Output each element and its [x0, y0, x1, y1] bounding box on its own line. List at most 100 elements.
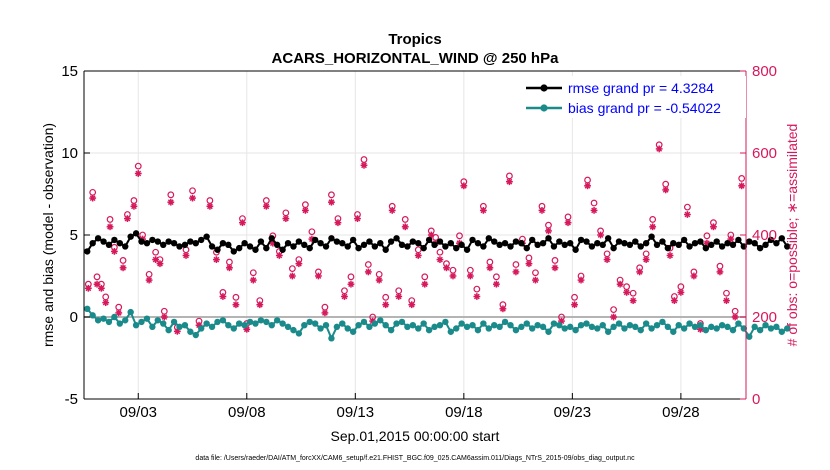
- obs-assimilated-marker: [206, 202, 214, 210]
- obs-assimilated-marker: [124, 215, 131, 222]
- bias-point: [154, 317, 161, 324]
- rmse-point: [122, 243, 129, 250]
- rmse-point: [566, 240, 574, 247]
- rmse-point: [317, 240, 324, 247]
- rmse-point: [344, 243, 351, 250]
- obs-assimilated-stroke: [421, 281, 428, 288]
- rmse-point: [339, 240, 346, 247]
- bias-point: [458, 320, 465, 327]
- obs-assimilated-stroke: [402, 223, 409, 230]
- bias-point: [149, 323, 156, 331]
- obs-assimilated-stroke: [183, 252, 189, 259]
- bias-point: [409, 322, 417, 329]
- rmse-point: [561, 241, 568, 249]
- obs-assimilated-marker: [538, 207, 546, 214]
- rmse-point: [735, 236, 742, 244]
- obs-assimilated-stroke: [450, 273, 456, 279]
- obs-assimilated-stroke: [322, 309, 328, 316]
- obs-assimilated-marker: [347, 280, 355, 288]
- legend-bias-marker: [540, 104, 548, 112]
- bias-point: [756, 326, 764, 334]
- obs-assimilated-stroke: [667, 252, 673, 259]
- obs-assimilated-marker: [525, 260, 533, 268]
- obs-assimilated-stroke: [552, 264, 558, 271]
- bias-point: [746, 333, 753, 340]
- obs-assimilated-stroke: [467, 273, 474, 279]
- bias-point: [111, 313, 118, 321]
- obs-assimilated-marker: [738, 182, 746, 190]
- bias-point: [425, 326, 433, 334]
- rmse-point: [94, 235, 102, 242]
- obs-assimilated-stroke: [131, 203, 137, 210]
- legend-rmse-label: rmse grand pr = 4.3284: [568, 80, 714, 96]
- obs-assimilated-marker: [115, 309, 123, 317]
- obs-assimilated-marker: [512, 268, 520, 276]
- chart-title: Tropics: [388, 31, 441, 48]
- obs-assimilated-stroke: [365, 268, 372, 275]
- rmse-point: [523, 244, 530, 252]
- bias-point: [398, 318, 406, 326]
- rmse-point: [729, 241, 737, 249]
- obs-assimilated-stroke: [732, 314, 739, 320]
- bias-point: [219, 317, 227, 324]
- obs-assimilated-stroke: [302, 207, 309, 214]
- rmse-point: [355, 244, 362, 252]
- obs-assimilated-stroke: [480, 207, 487, 214]
- rmse-point: [604, 235, 612, 242]
- bias-point: [268, 322, 275, 329]
- rmse-point: [301, 241, 308, 249]
- rmse-point: [680, 236, 688, 244]
- rmse-point: [409, 238, 417, 245]
- bias-point: [480, 320, 487, 327]
- bias-point: [496, 323, 503, 331]
- obs-assimilated-stroke: [677, 289, 684, 296]
- bias-point: [306, 318, 313, 326]
- rmse-point: [577, 236, 585, 244]
- obs-assimilated-marker: [249, 276, 257, 284]
- bias-point: [751, 323, 758, 331]
- rmse-point: [474, 240, 482, 247]
- obs-assimilated-marker: [479, 207, 487, 214]
- obs-possible-marker: [119, 257, 127, 264]
- legend-box: [520, 76, 746, 118]
- obs-assimilated-marker: [328, 198, 335, 206]
- bias-point: [594, 325, 601, 332]
- rmse-point: [718, 243, 726, 250]
- rmse-point: [708, 241, 715, 249]
- bias-point: [295, 330, 303, 337]
- rmse-point: [160, 241, 167, 249]
- bias-point: [491, 322, 498, 329]
- obs-assimilated-marker: [731, 313, 739, 321]
- bias-point: [469, 322, 476, 329]
- rmse-point: [349, 236, 357, 244]
- bias-point: [317, 325, 324, 332]
- rmse-point: [176, 243, 183, 250]
- obs-assimilated-marker: [219, 293, 227, 300]
- rmse-point: [273, 241, 281, 249]
- obs-assimilated-marker: [119, 264, 127, 272]
- bias-point: [431, 323, 438, 331]
- axes: -5 0 5 10 15 0 200 400 600 800 09/03 09/08 09/13 09/1…: [61, 63, 777, 421]
- obs-possible-marker: [93, 273, 101, 281]
- bias-point: [686, 320, 693, 327]
- bias-point: [691, 323, 699, 331]
- bias-point: [225, 322, 232, 329]
- obs-assimilated-stroke: [443, 264, 450, 271]
- x-tick-label: 09/23: [554, 404, 592, 421]
- obs-possible-marker: [723, 289, 730, 297]
- obs-assimilated-marker: [499, 305, 507, 313]
- rmse-point: [463, 246, 471, 253]
- rmse-point: [594, 240, 601, 247]
- obs-possible-marker: [571, 293, 578, 301]
- bias-point: [675, 322, 682, 329]
- obs-assimilated-stroke: [167, 199, 174, 206]
- obs-assimilated-marker: [354, 215, 361, 222]
- rmse-point: [387, 238, 395, 245]
- bias-point: [181, 322, 189, 329]
- obs-assimilated-stroke: [662, 186, 669, 193]
- obs-assimilated-stroke: [437, 256, 443, 263]
- rmse-point: [127, 233, 134, 240]
- plot-area: [84, 70, 746, 400]
- rmse-point: [626, 241, 634, 249]
- bias-point: [377, 317, 384, 324]
